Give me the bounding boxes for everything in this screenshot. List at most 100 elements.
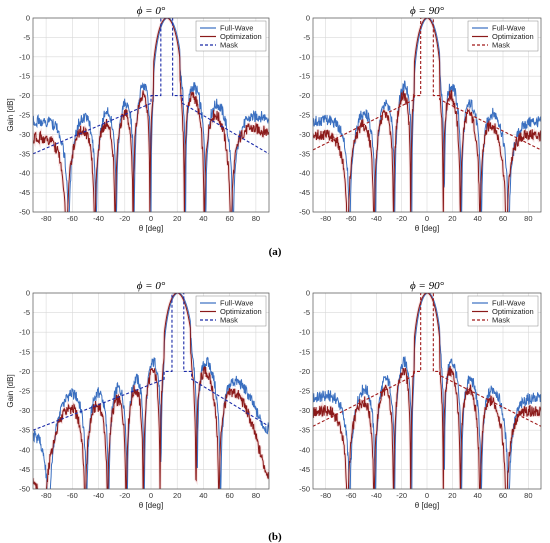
chart-1-legend-optimization-label: Optimization [220, 32, 262, 41]
chart-4-frame [312, 292, 542, 490]
chart-2-x-tick-label: -80 [320, 214, 331, 223]
caption-b: (b) [268, 531, 282, 543]
chart-3-series-mask [33, 293, 269, 431]
chart-2-y-tick-label: -10 [299, 52, 310, 61]
chart-3-x-tick-label: -20 [119, 491, 130, 500]
chart-1-frame [32, 17, 270, 213]
chart-3-legend-full-wave-label: Full-Wave [220, 299, 253, 308]
chart-1-y-tick-label: -50 [19, 208, 30, 217]
chart-3-title: ϕ = 0° [137, 280, 166, 292]
chart-1-y-tick-label: -15 [19, 72, 30, 81]
chart-1-series-optimization [33, 18, 269, 212]
chart-2-x-tick-label: -60 [346, 214, 357, 223]
chart-3-y-axis-label: Gain [dB] [6, 374, 15, 407]
chart-2-x-tick-label: 40 [473, 214, 481, 223]
chart-3-panel: -80 -60 -40 -20 0 20 40 60 80 0 -5 -10 -15 -20 -25 -30 -… [6, 280, 270, 510]
chart-2-x-axis-label: θ [deg] [415, 224, 439, 233]
chart-2-frame [312, 17, 542, 213]
chart-3-y-tick-label: -5 [23, 308, 30, 317]
chart-3-y-tick-label: -35 [19, 426, 30, 435]
chart-2-y-tick-label: -30 [299, 130, 310, 139]
chart-2-legend-optimization-label: Optimization [492, 32, 534, 41]
chart-3-x-tick-label: 80 [252, 491, 260, 500]
chart-4-legend-mask-label: Mask [492, 316, 510, 325]
chart-2-y-tick-label: -15 [299, 72, 310, 81]
chart-1-y-tick-label: 0 [26, 14, 30, 23]
chart-4-x-tick-label: 60 [499, 491, 507, 500]
chart-2-y-tick-label: -45 [299, 188, 310, 197]
chart-1-y-tick-label: -10 [19, 52, 30, 61]
chart-3-x-tick-label: 0 [149, 491, 153, 500]
chart-1-x-tick-label: -20 [119, 214, 130, 223]
chart-3-series-layer [33, 293, 269, 489]
chart-4-title: ϕ = 90° [410, 280, 445, 292]
chart-3-x-tick-label: 60 [225, 491, 233, 500]
chart-3-x-axis-label: θ [deg] [139, 501, 163, 510]
chart-1-x-tick-label: 40 [199, 214, 207, 223]
chart-4-x-tick-label: 40 [473, 491, 481, 500]
chart-1-x-tick-label: 60 [225, 214, 233, 223]
chart-1-y-tick-label: -40 [19, 169, 30, 178]
chart-1-y-axis-label: Gain [dB] [6, 98, 15, 131]
chart-4-x-axis-label: θ [deg] [415, 501, 439, 510]
caption-a: (a) [269, 246, 282, 258]
chart-1-series-mask [33, 18, 269, 155]
chart-3-y-tick-label: -50 [19, 485, 30, 494]
chart-1-x-tick-label: -80 [41, 214, 52, 223]
chart-4-y-tick-label: -5 [303, 308, 310, 317]
chart-1-title: ϕ = 0° [137, 5, 166, 17]
chart-3-x-tick-label: 40 [199, 491, 207, 500]
chart-1-y-tick-label: -45 [19, 188, 30, 197]
chart-3-y-tick-label: -15 [19, 347, 30, 356]
chart-2-y-tick-label: -35 [299, 149, 310, 158]
chart-3-legend-mask-label: Mask [220, 316, 238, 325]
chart-4-y-tick-label: -40 [299, 445, 310, 454]
chart-4-x-tick-label: 80 [524, 491, 532, 500]
chart-4-y-tick-label: -45 [299, 465, 310, 474]
chart-4-y-tick-label: -10 [299, 328, 310, 337]
chart-1-y-tick-label: -5 [23, 33, 30, 42]
chart-1-x-tick-label: 20 [173, 214, 181, 223]
chart-2-legend-full-wave-label: Full-Wave [492, 24, 525, 33]
chart-1-x-tick-label: 0 [149, 214, 153, 223]
chart-3-y-tick-label: -40 [19, 445, 30, 454]
chart-1-x-axis-label: θ [deg] [139, 224, 163, 233]
chart-4-x-tick-label: -80 [320, 491, 331, 500]
chart-4-x-tick-label: -20 [396, 491, 407, 500]
chart-2-x-tick-label: 60 [499, 214, 507, 223]
chart-1-y-tick-label: -25 [19, 111, 30, 120]
chart-3-x-tick-label: -60 [67, 491, 78, 500]
chart-1-legend-mask-label: Mask [220, 41, 238, 50]
chart-4-series-mask [313, 293, 541, 427]
chart-4-y-tick-label: -20 [299, 367, 310, 376]
chart-2-x-tick-label: -40 [371, 214, 382, 223]
chart-4-x-tick-label: -60 [346, 491, 357, 500]
chart-2-legend-mask-label: Mask [492, 41, 510, 50]
chart-2-x-tick-label: 20 [448, 214, 456, 223]
chart-4-x-tick-label: 0 [425, 491, 429, 500]
chart-3-frame [32, 292, 270, 490]
chart-1-x-tick-label: -60 [67, 214, 78, 223]
chart-2-title: ϕ = 90° [410, 5, 445, 17]
chart-1-y-tick-label: -35 [19, 149, 30, 158]
chart-1-y-tick-label: -30 [19, 130, 30, 139]
chart-1-series-layer [33, 18, 269, 212]
chart-2-y-tick-label: -20 [299, 91, 310, 100]
chart-1-panel: -80 -60 -40 -20 0 20 40 60 80 0 -5 -10 -15 -20 -25 -30 -… [6, 5, 270, 233]
chart-3-y-tick-label: -20 [19, 367, 30, 376]
chart-4-x-tick-label: -40 [371, 491, 382, 500]
chart-2-y-tick-label: -25 [299, 111, 310, 120]
chart-2-series-mask [313, 18, 541, 151]
chart-4-y-tick-label: -30 [299, 406, 310, 415]
chart-4-panel: -80 -60 -40 -20 0 20 40 60 80 0 -5 -10 -15 -20 -25 -30 -… [299, 280, 542, 510]
chart-4-legend-full-wave-label: Full-Wave [492, 299, 525, 308]
chart-3-legend-optimization-label: Optimization [220, 307, 262, 316]
chart-3-y-tick-label: -25 [19, 387, 30, 396]
chart-2-y-tick-label: -40 [299, 169, 310, 178]
chart-3-y-tick-label: -45 [19, 465, 30, 474]
chart-2-y-tick-label: 0 [306, 14, 310, 23]
